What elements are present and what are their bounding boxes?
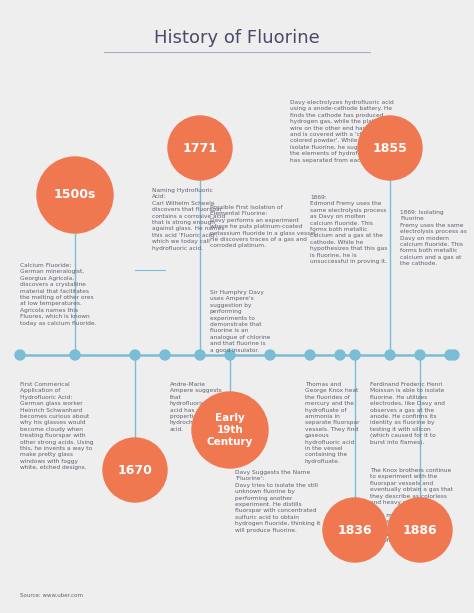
Circle shape [323, 498, 387, 562]
Circle shape [225, 350, 235, 360]
Text: 1869:
Edmond Fremy uses the
same electrolysis process
as Davy on molten
calcium : 1869: Edmond Fremy uses the same electro… [310, 195, 387, 264]
Circle shape [335, 350, 345, 360]
Text: 1500s: 1500s [54, 189, 96, 202]
Text: Naming Hydrofluoric
Acid:
Carl Wilhelm Scheele
discovers that fluorspar
contains: Naming Hydrofluoric Acid: Carl Wilhelm S… [152, 188, 225, 251]
Circle shape [445, 350, 455, 360]
Circle shape [160, 350, 170, 360]
Text: 1869: Isolating
Fluorine
Fremy uses the same
electrolysis process as
Davy on mod: 1869: Isolating Fluorine Fremy uses the … [400, 210, 467, 266]
Text: History of Fluorine: History of Fluorine [154, 29, 320, 47]
Circle shape [130, 350, 140, 360]
Text: Sir Humphry Davy
uses Ampere's
suggestion by
performing
experiments to
demonstra: Sir Humphry Davy uses Ampere's suggestio… [210, 290, 270, 352]
Text: First Commerical
Application of
Hydrofluoric Acid:
German glass worker
Heinrich : First Commerical Application of Hydroflu… [20, 382, 93, 470]
Text: 1855: 1855 [373, 142, 408, 154]
Circle shape [103, 438, 167, 502]
Circle shape [37, 157, 113, 233]
Circle shape [388, 498, 452, 562]
Text: 1670: 1670 [118, 463, 153, 476]
Text: 1886: 1886 [403, 524, 438, 536]
Text: Ferdinand Frederic Henri
Moissan is able to isolate
fluorine. He utilizes
electr: Ferdinand Frederic Henri Moissan is able… [370, 382, 445, 444]
Circle shape [449, 350, 459, 360]
Text: Thomas and
George Knox heat
the fluorides of
mercury and the
hydrofluate of
ammo: Thomas and George Knox heat the fluoride… [305, 382, 359, 464]
Text: Possible First Isolation of
Elemental Fluorine:
Davy performs an experiment
wher: Possible First Isolation of Elemental Fl… [210, 205, 318, 248]
Circle shape [415, 350, 425, 360]
Circle shape [70, 350, 80, 360]
Circle shape [195, 350, 205, 360]
Circle shape [305, 350, 315, 360]
Circle shape [358, 116, 422, 180]
Text: Davy Suggests the Name
'Fluorine':
Davy tries to isolate the still
unknown fluor: Davy Suggests the Name 'Fluorine': Davy … [235, 470, 320, 533]
Text: 1771: 1771 [182, 142, 218, 154]
Text: Andre-Marie
Ampere suggests
that
hydrofluoric
acid has similar
properties to
hyd: Andre-Marie Ampere suggests that hydrofl… [170, 382, 222, 432]
Circle shape [350, 350, 360, 360]
Circle shape [15, 350, 25, 360]
Circle shape [168, 116, 232, 180]
Text: The Knox brothers continue
to experiment with the
fluorspar vessels and
eventual: The Knox brothers continue to experiment… [370, 468, 453, 543]
Text: Early
19th
Century: Early 19th Century [207, 413, 253, 447]
Circle shape [192, 392, 268, 468]
Circle shape [265, 350, 275, 360]
Circle shape [385, 350, 395, 360]
Text: Source: www.uber.com: Source: www.uber.com [20, 593, 83, 598]
Text: Calcium Fluoride:
German mineralogist,
Georgius Agricola,
discovers a crystallin: Calcium Fluoride: German mineralogist, G… [20, 263, 97, 326]
Text: 1836: 1836 [337, 524, 372, 536]
Text: Davy electrolyzes hydrofluoric acid
using a anode-cathode battery. He
finds the : Davy electrolyzes hydrofluoric acid usin… [290, 100, 394, 162]
